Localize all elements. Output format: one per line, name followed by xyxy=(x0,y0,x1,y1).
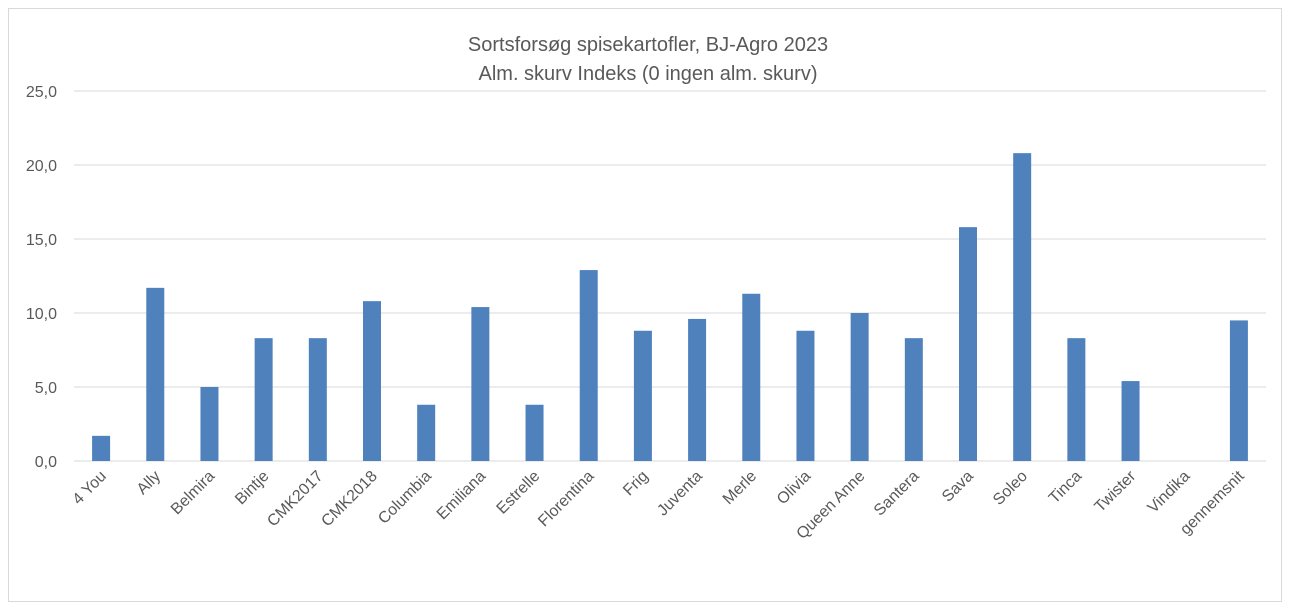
bar xyxy=(1122,381,1140,461)
bars xyxy=(92,153,1248,461)
x-tick-label: Olivia xyxy=(774,468,814,508)
y-tick-label: 10,0 xyxy=(26,306,57,323)
x-tick-label: Sava xyxy=(939,468,977,506)
x-tick-label: Merle xyxy=(720,468,760,508)
x-tick-label: Columbia xyxy=(375,468,435,528)
bar xyxy=(255,338,273,461)
bar xyxy=(1067,338,1085,461)
x-tick-label: Emiliana xyxy=(434,468,489,523)
bar xyxy=(200,387,218,461)
x-tick-label: Tinca xyxy=(1046,468,1085,507)
bar xyxy=(1230,320,1248,461)
bar xyxy=(309,338,327,461)
x-tick-label: Florentina xyxy=(535,468,597,530)
gridlines xyxy=(74,91,1266,461)
x-tick-label: Ally xyxy=(134,468,164,498)
bar xyxy=(851,313,869,461)
y-tick-label: 20,0 xyxy=(26,158,57,175)
bar xyxy=(526,405,544,461)
x-tick-label: Soleo xyxy=(990,468,1031,509)
bar xyxy=(363,301,381,461)
x-tick-label: Bintje xyxy=(232,468,272,508)
chart-title: Sortsforsøg spisekartofler, BJ-Agro 2023 xyxy=(468,34,828,56)
x-tick-label: CMK2018 xyxy=(318,468,380,530)
bar xyxy=(146,288,164,461)
y-tick-label: 5,0 xyxy=(35,380,57,397)
y-tick-label: 15,0 xyxy=(26,232,57,249)
x-axis: 4 You Ally Belmira BintjeCMK2017CMK2018Colu… xyxy=(70,467,1249,542)
bar xyxy=(417,405,435,461)
x-tick-label: Estrelle xyxy=(494,468,544,518)
x-tick-label: Vindika xyxy=(1145,468,1194,517)
x-tick-label: CMK2017 xyxy=(264,468,326,530)
bar xyxy=(471,307,489,461)
x-tick-label: Twister xyxy=(1092,467,1140,515)
bar xyxy=(1013,153,1031,461)
bar xyxy=(905,338,923,461)
x-tick-label: 4 You xyxy=(70,468,110,508)
y-tick-label: 0,0 xyxy=(35,454,57,471)
bar xyxy=(688,319,706,461)
y-tick-label: 25,0 xyxy=(26,84,57,101)
bar xyxy=(796,331,814,461)
x-tick-label: Belmira xyxy=(168,468,218,518)
x-tick-label: Frig xyxy=(620,468,652,500)
bar xyxy=(580,270,598,461)
bar xyxy=(742,294,760,461)
bar xyxy=(92,436,110,461)
bar xyxy=(634,331,652,461)
bar xyxy=(959,227,977,461)
chart-subtitle: Alm. skurv Indeks (0 ingen alm. skurv) xyxy=(479,63,818,85)
x-tick-label: Santera xyxy=(871,468,923,520)
y-axis: 0,0 5,0 10,0 15,0 20,0 25,0 xyxy=(26,84,57,471)
x-tick-label: Juventa xyxy=(654,468,706,520)
